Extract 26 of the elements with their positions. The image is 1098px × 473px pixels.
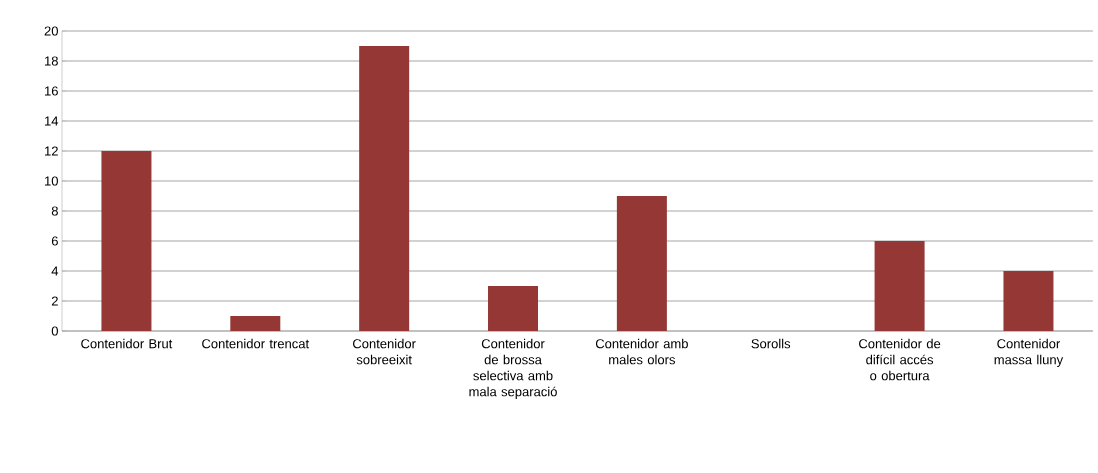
x-tick-label: Sorolls <box>751 338 791 349</box>
y-tick-label: 16 <box>45 86 58 96</box>
y-tick-label: 18 <box>45 56 58 66</box>
y-tick-label: 20 <box>44 26 58 36</box>
y-tick-label: 10 <box>45 176 58 186</box>
y-tick-label: 12 <box>45 146 58 156</box>
x-tick-label: Contenidor massa lluny <box>994 338 1064 367</box>
y-tick-label: 14 <box>45 116 59 126</box>
y-tick-label: 0 <box>51 326 58 336</box>
bar <box>359 45 410 331</box>
x-tick-label: Contenidor de difícil accés o obertura <box>859 338 941 381</box>
bar <box>874 240 925 331</box>
y-tick-label: 4 <box>51 266 59 276</box>
bar <box>488 285 539 331</box>
bar <box>1003 270 1054 331</box>
x-tick-label: Contenidor Brut <box>81 338 173 349</box>
y-tick-label: 6 <box>51 236 58 246</box>
y-tick-label: 2 <box>51 296 58 306</box>
bar <box>230 315 281 331</box>
x-tick-label: Contenidor de brossa selectiva amb mala separació <box>469 338 557 399</box>
bar <box>101 150 152 331</box>
x-tick-label: Contenidor trencat <box>202 338 310 349</box>
y-tick-label: 8 <box>51 206 58 216</box>
x-tick-label: Contenidor amb males olors <box>595 338 688 365</box>
bar <box>616 195 667 331</box>
x-tick-label: Contenidor sobreeixit <box>353 338 416 365</box>
